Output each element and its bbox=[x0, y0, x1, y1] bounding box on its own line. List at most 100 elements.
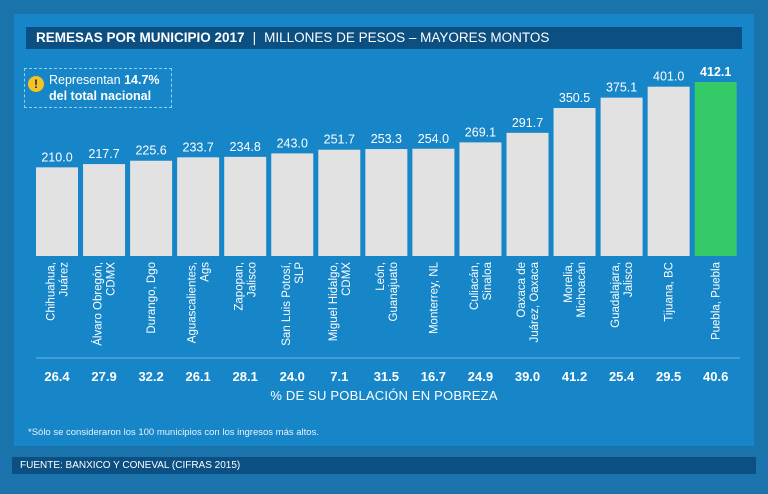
source-footer: FUENTE: BANXICO Y CONEVAL (CIFRAS 2015) bbox=[12, 457, 756, 474]
category-label-13: Tijuana, BC bbox=[664, 262, 676, 322]
category-label-3: Aguascalientes,Ags bbox=[187, 262, 212, 343]
bar-7 bbox=[365, 149, 408, 256]
value-label-11: 350.5 bbox=[559, 91, 590, 105]
poverty-value-14: 40.6 bbox=[703, 369, 728, 384]
category-label-7: León,Guanajuato bbox=[375, 262, 400, 321]
value-label-12: 375.1 bbox=[606, 81, 637, 95]
value-label-4: 234.8 bbox=[230, 140, 261, 154]
value-label-7: 253.3 bbox=[371, 132, 402, 146]
warning-icon: ! bbox=[28, 76, 44, 92]
value-label-1: 217.7 bbox=[88, 147, 119, 161]
category-label-line: Jalisco bbox=[247, 262, 259, 297]
bar-0 bbox=[36, 167, 78, 256]
value-label-2: 225.6 bbox=[135, 144, 166, 158]
poverty-value-6: 7.1 bbox=[330, 369, 348, 384]
category-label-line: Ags bbox=[200, 262, 212, 282]
bar-4 bbox=[224, 156, 267, 256]
value-label-0: 210.0 bbox=[41, 150, 72, 164]
poverty-axis-label: % DE SU POBLACIÓN EN POBREZA bbox=[270, 388, 498, 403]
bar-3 bbox=[177, 157, 220, 256]
poverty-value-1: 27.9 bbox=[91, 369, 116, 384]
poverty-value-10: 39.0 bbox=[515, 369, 540, 384]
category-label-line: Aguascalientes, bbox=[187, 262, 199, 343]
title-separator: | bbox=[252, 30, 257, 45]
category-label-6: Miguel Hidalgo,CDMX bbox=[328, 262, 353, 342]
category-label-line: Guadalajara, bbox=[610, 262, 622, 328]
category-label-4: Zapopan,Jalisco bbox=[234, 262, 259, 311]
value-label-10: 291.7 bbox=[512, 116, 543, 130]
category-label-1: Álvaro Obregón,CDMX bbox=[92, 262, 118, 346]
category-label-line: Culiacán, bbox=[469, 262, 481, 310]
poverty-value-0: 26.4 bbox=[44, 369, 70, 384]
category-label-line: Monterrey, NL bbox=[428, 261, 440, 334]
value-label-6: 251.7 bbox=[324, 133, 355, 147]
bar-10 bbox=[506, 132, 549, 256]
category-label-line: Zapopan, bbox=[234, 262, 246, 311]
value-label-8: 254.0 bbox=[418, 132, 449, 146]
poverty-value-8: 16.7 bbox=[421, 369, 446, 384]
note-highlight: 14.7% bbox=[124, 73, 160, 87]
category-label-line: CDMX bbox=[341, 262, 353, 296]
category-label-line: Juárez bbox=[59, 262, 71, 297]
bar-11 bbox=[553, 108, 596, 257]
poverty-value-11: 41.2 bbox=[562, 369, 587, 384]
value-label-5: 243.0 bbox=[277, 136, 308, 150]
disclaimer-note: *Sólo se consideraron los 100 municipios… bbox=[28, 427, 319, 438]
poverty-value-4: 28.1 bbox=[233, 369, 258, 384]
bar-8 bbox=[412, 148, 455, 256]
category-label-line: Tijuana, BC bbox=[664, 262, 676, 322]
title-bar: REMESAS POR MUNICIPIO 2017 | MILLONES DE P… bbox=[26, 27, 742, 49]
category-label-line: SLP bbox=[294, 262, 306, 284]
category-label-line: San Luis Potosí, bbox=[281, 262, 293, 346]
category-label-8: Monterrey, NL bbox=[428, 261, 440, 334]
poverty-value-13: 29.5 bbox=[656, 369, 681, 384]
bar-12 bbox=[600, 97, 643, 256]
category-label-line: Jalisco bbox=[623, 262, 635, 297]
category-label-5: San Luis Potosí,SLP bbox=[281, 262, 306, 346]
category-label-line: Miguel Hidalgo, bbox=[328, 262, 340, 341]
category-label-line: Michoacán bbox=[576, 262, 588, 318]
category-label-line: León, bbox=[375, 262, 387, 291]
category-label-line: Oaxaca de bbox=[516, 262, 528, 318]
source-text: FUENTE: BANXICO Y CONEVAL (CIFRAS 2015) bbox=[20, 460, 241, 471]
bar-9 bbox=[459, 142, 502, 256]
poverty-value-12: 25.4 bbox=[609, 369, 635, 384]
total-note: ! Representan 14.7% del total nacional bbox=[24, 68, 172, 108]
category-label-14: Puebla, Puebla bbox=[711, 261, 723, 340]
bar-14 bbox=[694, 82, 737, 256]
category-label-12: Guadalajara,Jalisco bbox=[610, 262, 635, 328]
category-label-line: Álvaro Obregón, bbox=[92, 262, 105, 346]
poverty-value-9: 24.9 bbox=[468, 369, 493, 384]
category-label-0: Chihuahua,Juárez bbox=[46, 262, 71, 321]
value-label-9: 269.1 bbox=[465, 125, 496, 139]
category-label-10: Oaxaca deJuárez, Oaxaca bbox=[516, 261, 541, 342]
category-label-11: Morelia,Michoacán bbox=[563, 262, 588, 318]
note-line2: del total nacional bbox=[49, 89, 152, 103]
category-label-line: CDMX bbox=[106, 262, 118, 296]
value-label-3: 233.7 bbox=[183, 140, 214, 154]
category-label-line: Morelia, bbox=[563, 262, 575, 303]
poverty-value-3: 26.1 bbox=[185, 369, 210, 384]
poverty-value-5: 24.0 bbox=[280, 369, 305, 384]
poverty-value-2: 32.2 bbox=[138, 369, 163, 384]
bar-1 bbox=[83, 164, 126, 256]
category-label-line: Sinaloa bbox=[482, 261, 494, 300]
category-label-2: Durango, Dgo bbox=[146, 262, 158, 334]
value-label-13: 401.0 bbox=[653, 70, 684, 84]
bar-2 bbox=[130, 160, 173, 256]
category-label-line: Puebla, Puebla bbox=[711, 261, 723, 340]
note-prefix: Representan bbox=[49, 73, 125, 87]
chart-subtitle: MILLONES DE PESOS – MAYORES MONTOS bbox=[264, 30, 550, 45]
bar-6 bbox=[318, 149, 361, 256]
category-label-line: Durango, Dgo bbox=[146, 262, 158, 334]
category-label-9: Culiacán,Sinaloa bbox=[469, 261, 494, 310]
category-label-line: Chihuahua, bbox=[46, 262, 58, 321]
chart-title: REMESAS POR MUNICIPIO 2017 bbox=[36, 30, 245, 45]
bar-13 bbox=[647, 86, 690, 256]
value-label-14: 412.1 bbox=[700, 65, 731, 79]
poverty-value-7: 31.5 bbox=[374, 369, 399, 384]
category-label-line: Guanajuato bbox=[388, 262, 400, 321]
bar-5 bbox=[271, 153, 314, 256]
category-label-line: Juárez, Oaxaca bbox=[529, 261, 541, 342]
